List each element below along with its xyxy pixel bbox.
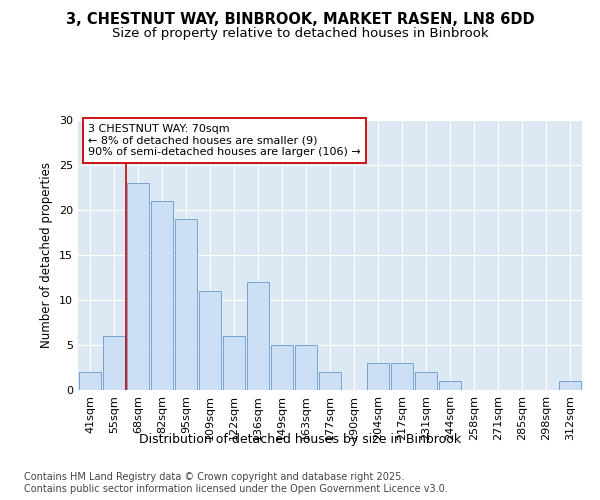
Bar <box>223 336 245 390</box>
Bar <box>319 372 341 390</box>
Bar <box>199 291 221 390</box>
Text: Size of property relative to detached houses in Binbrook: Size of property relative to detached ho… <box>112 28 488 40</box>
Bar <box>247 282 269 390</box>
Bar <box>79 372 101 390</box>
Bar <box>103 336 125 390</box>
Bar <box>295 345 317 390</box>
Bar <box>391 363 413 390</box>
Bar <box>175 219 197 390</box>
Text: Distribution of detached houses by size in Binbrook: Distribution of detached houses by size … <box>139 432 461 446</box>
Text: 3, CHESTNUT WAY, BINBROOK, MARKET RASEN, LN8 6DD: 3, CHESTNUT WAY, BINBROOK, MARKET RASEN,… <box>65 12 535 28</box>
Bar <box>151 201 173 390</box>
Bar <box>559 381 581 390</box>
Bar <box>415 372 437 390</box>
Y-axis label: Number of detached properties: Number of detached properties <box>40 162 53 348</box>
Bar <box>439 381 461 390</box>
Bar <box>271 345 293 390</box>
Text: 3 CHESTNUT WAY: 70sqm
← 8% of detached houses are smaller (9)
90% of semi-detach: 3 CHESTNUT WAY: 70sqm ← 8% of detached h… <box>88 124 361 157</box>
Bar <box>127 183 149 390</box>
Text: Contains HM Land Registry data © Crown copyright and database right 2025.
Contai: Contains HM Land Registry data © Crown c… <box>24 472 448 494</box>
Bar <box>367 363 389 390</box>
